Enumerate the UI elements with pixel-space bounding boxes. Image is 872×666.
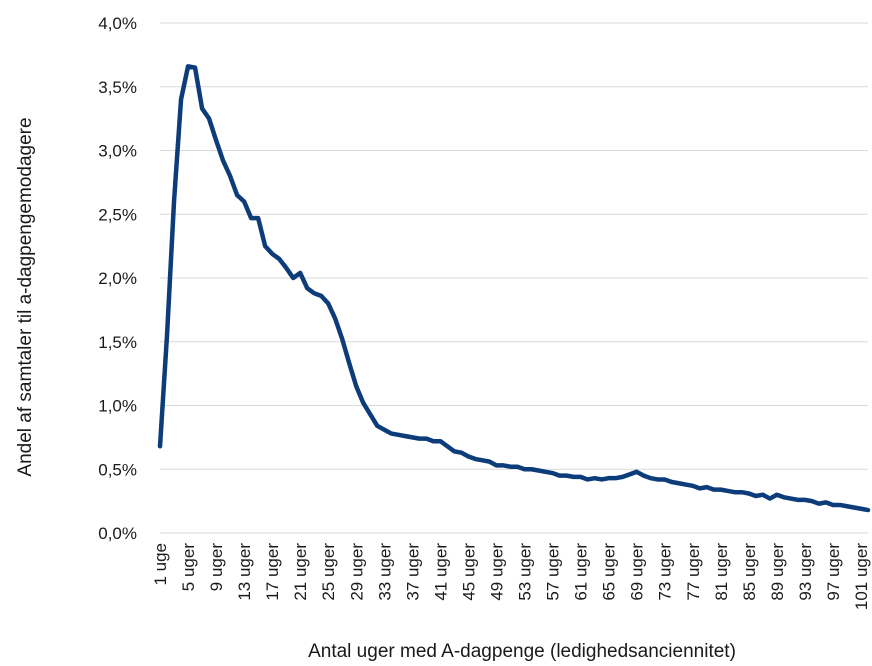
- x-tick-label: 73 uger: [656, 543, 675, 601]
- y-tick-label: 1,0%: [98, 397, 137, 416]
- x-tick-label: 41 uger: [431, 543, 450, 601]
- y-tick-label: 1,5%: [98, 333, 137, 352]
- x-tick-label: 89 uger: [768, 543, 787, 601]
- x-tick-label: 25 uger: [319, 543, 338, 601]
- y-tick-label: 0,0%: [98, 524, 137, 543]
- x-axis-title: Antal uger med A-dagpenge (ledighedsanci…: [308, 641, 736, 662]
- x-tick-label: 49 uger: [487, 543, 506, 601]
- x-tick-label: 97 uger: [824, 543, 843, 601]
- x-tick-label: 53 uger: [516, 543, 535, 601]
- y-tick-label: 4,0%: [98, 14, 137, 33]
- x-tick-label: 77 uger: [684, 543, 703, 601]
- x-tick-label: 5 uger: [179, 543, 198, 592]
- x-tick-label: 81 uger: [712, 543, 731, 601]
- x-tick-label: 29 uger: [347, 543, 366, 601]
- x-tick-label: 61 uger: [572, 543, 591, 601]
- x-tick-label: 85 uger: [740, 543, 759, 601]
- x-tick-label: 9 uger: [207, 543, 226, 592]
- x-tick-label: 33 uger: [375, 543, 394, 601]
- x-tick-label: 1 uge: [151, 543, 170, 586]
- x-tick-label: 17 uger: [263, 543, 282, 601]
- y-tick-label: 0,5%: [98, 460, 137, 479]
- series-layer: [157, 64, 871, 513]
- x-tick-label: 13 uger: [235, 543, 254, 601]
- x-tick-label: 93 uger: [796, 543, 815, 601]
- x-tick-label: 21 uger: [291, 543, 310, 601]
- x-axis-tick-labels: 1 uge 5 uger 9 uger 13 uger 17 uger 21 uger 25…: [151, 543, 871, 610]
- x-tick-label: 101 uger: [852, 543, 871, 610]
- series-line: [157, 64, 871, 513]
- y-tick-label: 2,5%: [98, 205, 137, 224]
- y-tick-label: 3,0%: [98, 142, 137, 161]
- x-tick-label: 45 uger: [459, 543, 478, 601]
- x-tick-label: 37 uger: [403, 543, 422, 601]
- gridlines: [160, 22, 868, 534]
- x-tick-label: 57 uger: [544, 543, 563, 601]
- y-tick-label: 2,0%: [98, 269, 137, 288]
- y-axis-tick-labels: 0,0% 0,5% 1,0% 1,5% 2,0% 2,5% 3,0% 3,5% 4,0%: [98, 14, 137, 543]
- x-tick-label: 69 uger: [628, 543, 647, 601]
- x-tick-label: 65 uger: [600, 543, 619, 601]
- y-axis-title: Andel af samtaler til a-dagpengemodagere: [15, 117, 36, 476]
- y-tick-label: 3,5%: [98, 78, 137, 97]
